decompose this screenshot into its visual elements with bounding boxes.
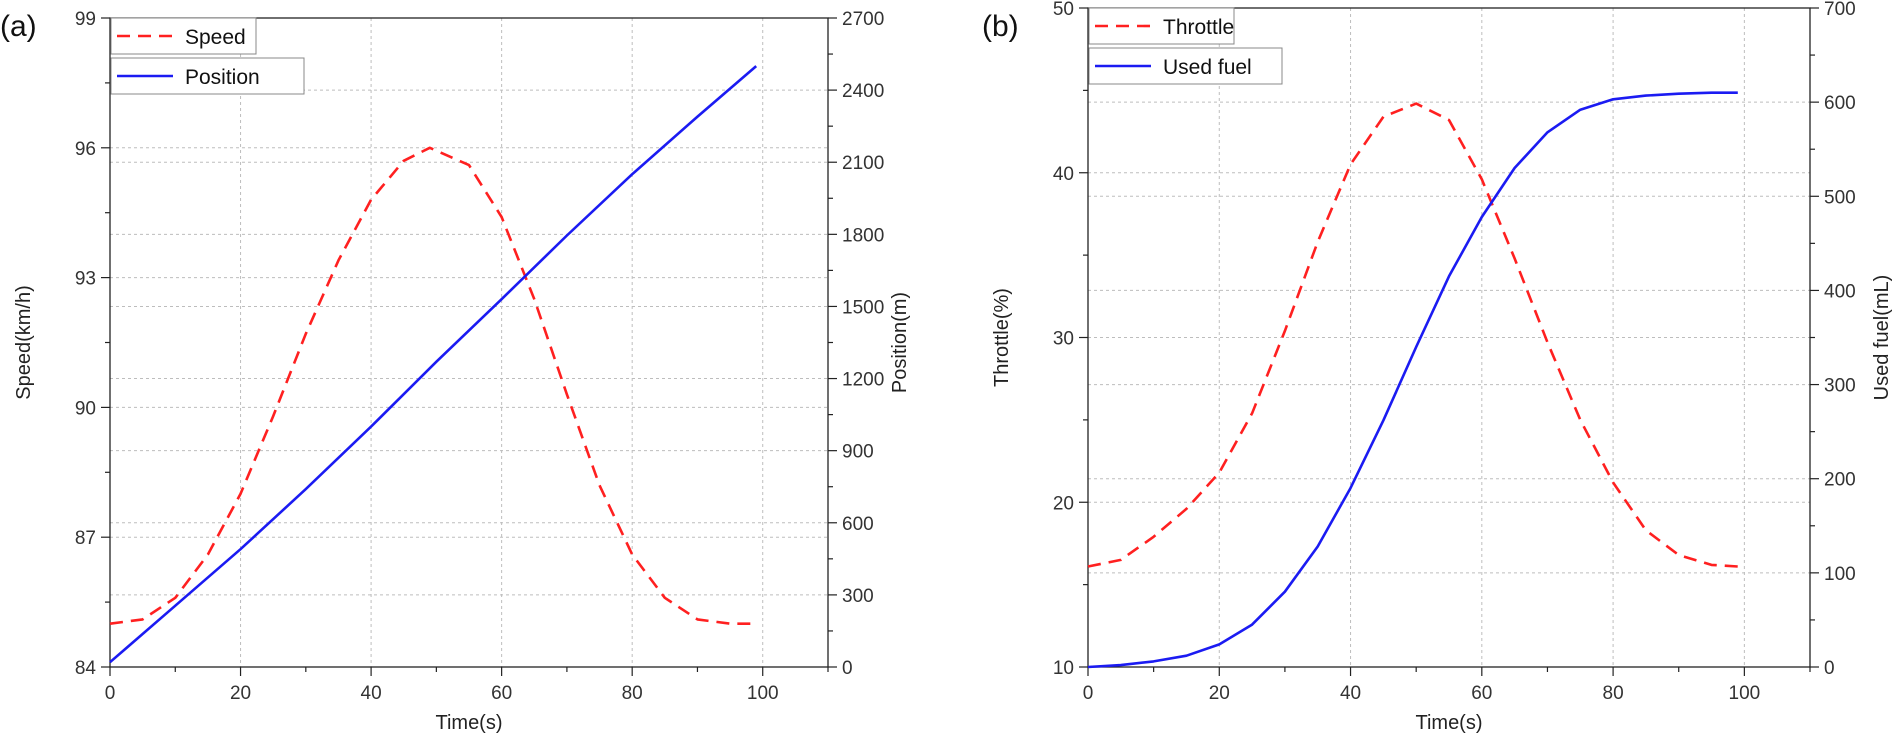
legend-box — [1088, 7, 1235, 45]
x-tick-label: 20 — [1209, 683, 1230, 704]
y2-tick-label: 600 — [842, 514, 874, 535]
y2-axis-title: Used fuel(mL) — [1871, 275, 1893, 401]
x-tick-label: 0 — [105, 683, 116, 704]
chart-panel-b: (b) 0 20 40 60 80 100102030405001002003004005… — [982, 0, 1893, 734]
chart-panel-a: (a) 0 20 40 60 80 100 84 87 90 93 96 99 0 300 600 900 12… — [0, 9, 911, 734]
x-tick-label: 60 — [1471, 683, 1492, 704]
panel-label-a: (a) — [0, 10, 37, 43]
y-tick-label: 50 — [1053, 0, 1074, 20]
y2-tick-label: 2700 — [842, 9, 884, 30]
y2-tick-label: 400 — [1824, 281, 1856, 302]
y-tick-label: 20 — [1053, 493, 1074, 514]
y2-tick-label: 0 — [1824, 658, 1835, 679]
legend-box — [110, 17, 257, 55]
series-line-used-fuel — [1087, 91, 1738, 669]
y2-tick-label: 600 — [1824, 93, 1856, 114]
legend-entry-speed: Speed — [110, 17, 257, 55]
y-axis-title: Throttle(%) — [991, 288, 1013, 387]
y2-tick-label: 300 — [1824, 376, 1856, 397]
legend-entry-throttle: Throttle — [1088, 7, 1235, 45]
x-tick-label: 100 — [1729, 683, 1761, 704]
x-tick-label: 80 — [622, 683, 643, 704]
series-line-position — [109, 65, 758, 664]
legend-label: Position — [185, 66, 260, 89]
x-tick-label: 40 — [1340, 683, 1361, 704]
y-axis-title: Speed(km/h) — [13, 285, 35, 400]
x-tick-label: 20 — [230, 683, 251, 704]
x-axis-title: Time(s) — [435, 712, 502, 734]
y2-tick-label: 2100 — [842, 153, 884, 174]
y2-tick-label: 1800 — [842, 225, 884, 246]
y2-axis-title: Position(m) — [889, 292, 911, 393]
y2-tick-label: 900 — [842, 442, 874, 463]
legend-entry-position: Position — [110, 57, 305, 95]
y2-tick-label: 300 — [842, 586, 874, 607]
legend-label: Speed — [185, 26, 246, 49]
legend-label: Throttle — [1163, 16, 1234, 39]
x-axis-title: Time(s) — [1415, 712, 1482, 734]
x-tick-label: 60 — [491, 683, 512, 704]
panel-label-b: (b) — [982, 10, 1019, 43]
grid-b — [1088, 8, 1810, 667]
legend-label: Used fuel — [1163, 56, 1252, 79]
grid-a — [110, 18, 828, 667]
y-tick-label: 84 — [75, 658, 97, 679]
y-tick-label: 99 — [75, 9, 96, 30]
y2-tick-label: 0 — [842, 658, 853, 679]
y2-tick-label: 700 — [1824, 0, 1856, 20]
x-tick-label: 0 — [1083, 683, 1094, 704]
y-tick-label: 90 — [75, 398, 96, 419]
y2-tick-label: 500 — [1824, 187, 1856, 208]
y-tick-label: 40 — [1053, 164, 1074, 185]
y2-tick-label: 100 — [1824, 564, 1856, 585]
y2-tick-label: 200 — [1824, 470, 1856, 491]
x-tick-label: 80 — [1603, 683, 1624, 704]
y2-tick-label: 1500 — [842, 297, 884, 318]
y-tick-label: 93 — [75, 269, 96, 290]
y-tick-label: 30 — [1053, 329, 1074, 350]
y-tick-label: 96 — [75, 139, 96, 160]
series-line-throttle — [1087, 102, 1738, 568]
series-line-speed — [109, 146, 757, 626]
legend-entry-used-fuel: Used fuel — [1088, 47, 1283, 85]
x-tick-label: 100 — [747, 683, 779, 704]
y2-tick-label: 2400 — [842, 81, 884, 102]
y2-tick-label: 1200 — [842, 370, 884, 391]
y-tick-label: 10 — [1053, 658, 1074, 679]
x-tick-label: 40 — [361, 683, 382, 704]
y-tick-label: 87 — [75, 528, 96, 549]
